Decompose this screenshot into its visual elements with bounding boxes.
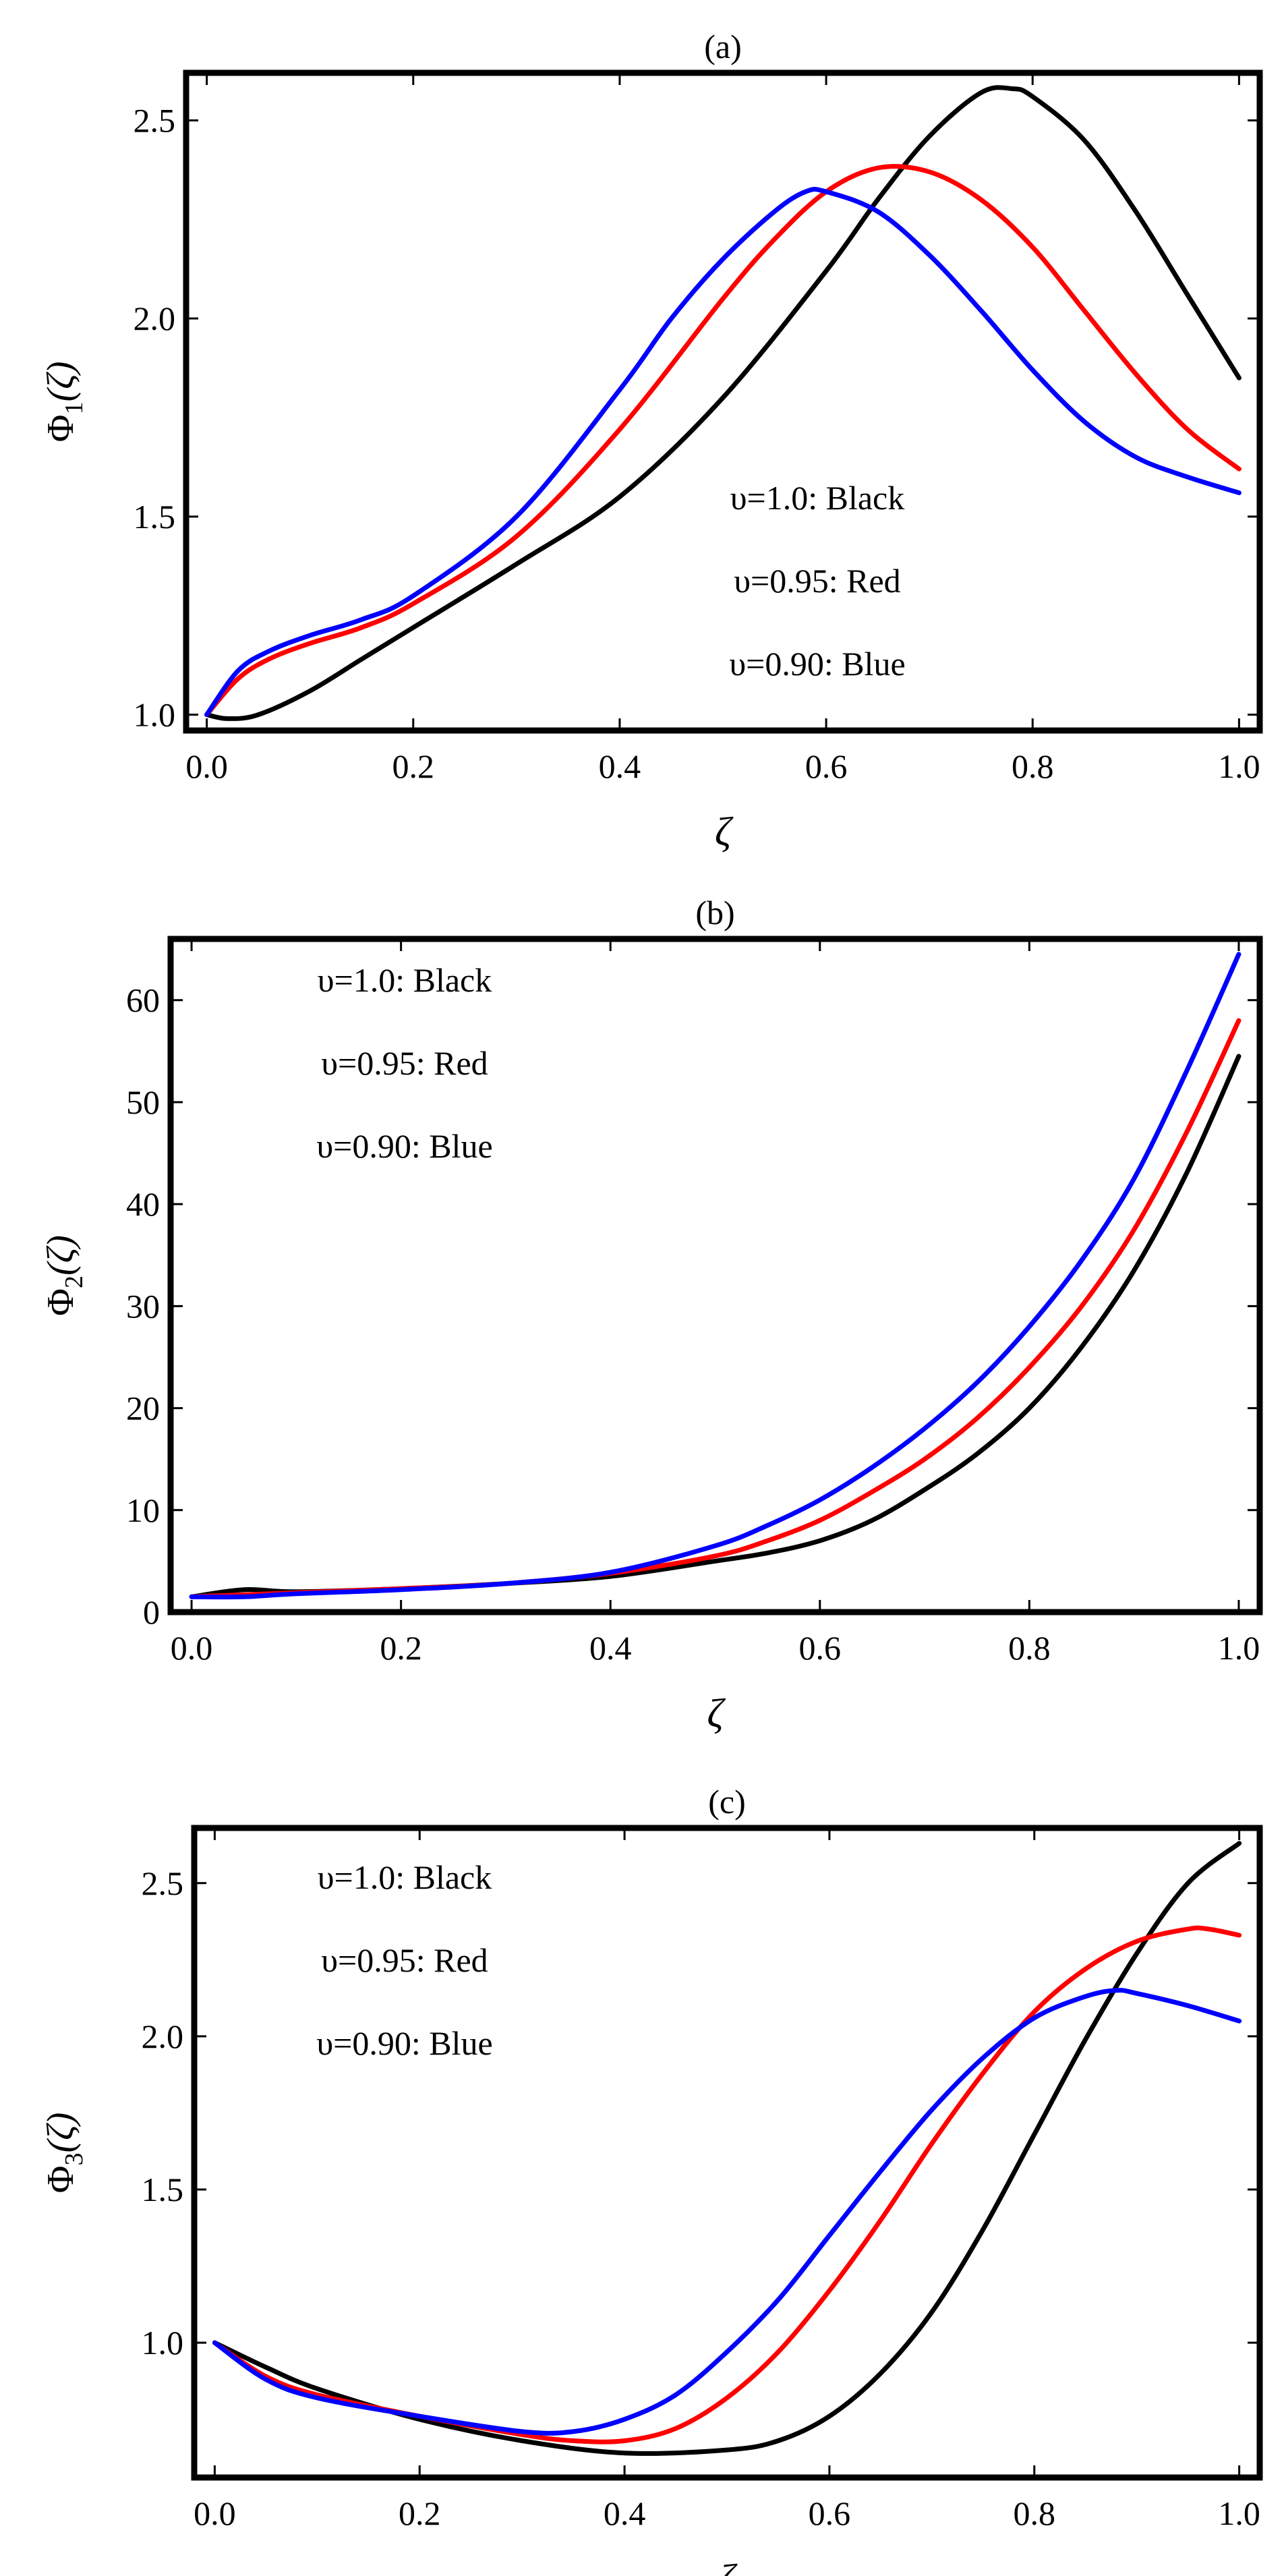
x-tick-label: 0.4	[604, 2494, 646, 2532]
x-tick-label: 0.0	[171, 1629, 213, 1667]
chart-panel-a: (a) 0.0 0.2 0.4 0.6 0.8 1.0 1.0 1.5 2.0 2.5 υ=1.0: …	[40, 28, 1263, 854]
y-axis-label: Φ2(ζ)	[40, 1235, 88, 1316]
y-tick-label: 40	[126, 1185, 160, 1223]
y-axis-label-symbol: Φ	[40, 1288, 82, 1316]
legend-entry: υ=1.0: Black	[318, 961, 492, 999]
x-tick-label: 0.8	[1008, 1629, 1051, 1667]
x-tick-label: 0.6	[799, 1629, 842, 1667]
series-lines	[189, 952, 1242, 1600]
legend-entry: υ=1.0: Black	[730, 479, 904, 517]
y-axis-label-symbol: Φ	[40, 2166, 82, 2194]
x-tick-label: 0.4	[589, 1629, 632, 1667]
x-tick-label: 0.0	[194, 2494, 236, 2532]
x-tick-label: 1.0	[1218, 1629, 1260, 1667]
y-tick-label: 1.0	[142, 2324, 184, 2362]
y-tick-label: 30	[126, 1287, 160, 1325]
plot-frame	[167, 936, 1263, 1615]
x-axis-label: ζ	[719, 2556, 738, 2576]
y-axis-label-arg: (ζ)	[40, 1235, 82, 1276]
y-axis-label-subscript: 1	[60, 402, 88, 415]
y-tick-label: 2.5	[134, 101, 176, 139]
y-tick-label: 0	[143, 1593, 160, 1631]
legend: υ=1.0: Black υ=0.95: Red υ=0.90: Blue	[316, 1858, 492, 2062]
x-tick-label: 0.2	[399, 2494, 441, 2532]
legend-entry: υ=0.95: Red	[321, 1044, 488, 1082]
y-tick-label: 50	[126, 1083, 160, 1121]
series-line-0.95	[189, 1018, 1242, 1599]
plot-frame	[183, 69, 1263, 734]
series-line-0.90	[212, 1988, 1242, 2436]
legend: υ=1.0: Black υ=0.95: Red υ=0.90: Blue	[729, 479, 905, 683]
x-axis-label: ζ	[715, 809, 734, 854]
x-tick-label: 0.8	[1014, 2494, 1056, 2532]
x-axis-label: ζ	[707, 1691, 726, 1736]
y-axis-label-subscript: 3	[60, 2153, 88, 2166]
x-tick-label: 0.2	[392, 747, 435, 785]
legend-entry: υ=0.95: Red	[734, 562, 900, 600]
x-tick-label: 0.6	[805, 747, 848, 785]
y-tick-label: 2.5	[142, 1864, 184, 1902]
y-tick-label: 1.5	[142, 2171, 184, 2208]
panel-title: (b)	[695, 894, 734, 932]
series-line-0.95	[212, 1925, 1242, 2444]
y-axis-label: Φ3(ζ)	[40, 2113, 88, 2194]
y-axis-label-symbol: Φ	[40, 415, 82, 442]
x-tick-label: 0.2	[380, 1629, 422, 1667]
series-line-1.0	[204, 85, 1242, 721]
x-tick-label: 0.6	[809, 2494, 851, 2532]
x-tick-label: 1.0	[1218, 2494, 1260, 2532]
y-tick-label: 1.5	[134, 498, 176, 536]
series-line-0.90	[189, 952, 1242, 1600]
series-line-1.0	[212, 1841, 1242, 2456]
ticks: 0.0 0.2 0.4 0.6 0.8 1.0 0 10 20 30 40 50 60	[126, 939, 1260, 1667]
series-lines	[204, 85, 1242, 721]
y-axis-label: Φ1(ζ)	[40, 362, 88, 442]
x-tick-label: 1.0	[1218, 747, 1260, 785]
legend-entry: υ=0.95: Red	[321, 1941, 488, 1979]
chart-panel-c: (c) 0.0 0.2 0.4 0.6 0.8 1.0 1.0 1.5 2.0 2.5 υ=1.0: …	[40, 1783, 1263, 2576]
x-tick-label: 0.8	[1012, 747, 1054, 785]
y-axis-label-arg: (ζ)	[40, 362, 82, 402]
y-tick-label: 1.0	[134, 696, 176, 734]
panel-title: (a)	[704, 28, 742, 65]
y-tick-label: 2.0	[142, 2017, 184, 2055]
legend: υ=1.0: Black υ=0.95: Red υ=0.90: Blue	[316, 961, 492, 1165]
ticks: 0.0 0.2 0.4 0.6 0.8 1.0 1.0 1.5 2.0 2.5	[134, 73, 1260, 785]
legend-entry: υ=1.0: Black	[318, 1858, 492, 1896]
legend-entry: υ=0.90: Blue	[316, 1127, 492, 1165]
ticks: 0.0 0.2 0.4 0.6 0.8 1.0 1.0 1.5 2.0 2.5	[142, 1828, 1260, 2532]
panel-title: (c)	[708, 1783, 746, 1821]
series-line-0.90	[204, 187, 1242, 717]
legend-entry: υ=0.90: Blue	[729, 645, 905, 683]
legend-entry: υ=0.90: Blue	[316, 2024, 492, 2062]
x-tick-label: 0.0	[185, 747, 228, 785]
y-tick-label: 20	[126, 1390, 160, 1427]
y-tick-label: 2.0	[134, 299, 176, 337]
series-line-0.95	[204, 164, 1242, 717]
y-axis-label-subscript: 2	[60, 1276, 88, 1288]
y-tick-label: 10	[126, 1491, 160, 1529]
y-axis-label-arg: (ζ)	[40, 2113, 82, 2153]
chart-panel-b: (b) 0.0 0.2 0.4 0.6 0.8 1.0 0 10 20 30 40 50 60 υ=1.0:…	[40, 894, 1263, 1736]
x-tick-label: 0.4	[599, 747, 641, 785]
plot-frame	[191, 1825, 1263, 2481]
y-tick-label: 60	[126, 981, 160, 1019]
series-lines	[212, 1841, 1242, 2456]
